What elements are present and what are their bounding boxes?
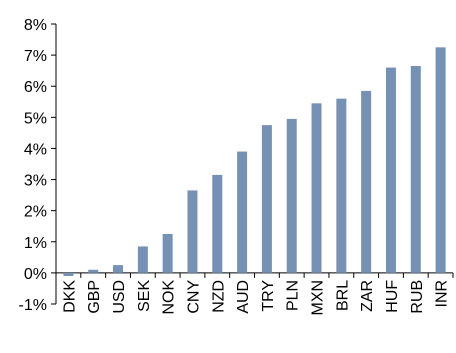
- y-tick-label: 5%: [24, 110, 47, 127]
- bar: [113, 265, 124, 273]
- y-tick-label: 8%: [24, 17, 47, 34]
- bar: [162, 234, 173, 273]
- bar: [286, 118, 297, 273]
- x-tick-label: INR: [434, 280, 451, 308]
- bar: [63, 272, 74, 276]
- y-tick-label: 3%: [24, 173, 47, 190]
- bar: [187, 190, 198, 273]
- bar: [435, 47, 446, 273]
- x-tick-label: ZAR: [359, 280, 376, 312]
- bar: [237, 151, 248, 273]
- y-tick-label: 4%: [24, 141, 47, 158]
- bar: [336, 98, 347, 273]
- bar: [361, 90, 372, 273]
- plot-area: -1% 0% 1% 2% 3% 4% 5% 6% 7% 8% DKK GBP USD SEK NOK CNY N…: [19, 17, 454, 316]
- x-tick-label: AUD: [235, 280, 252, 314]
- x-tick-label: GBP: [86, 280, 103, 314]
- y-tick-label: 2%: [24, 204, 47, 221]
- y-tick-label: 0%: [24, 266, 47, 283]
- bar: [261, 125, 272, 273]
- x-tick-label: TRY: [260, 280, 277, 312]
- x-tick-label: RUB: [409, 280, 426, 314]
- y-tick-label: 6%: [24, 79, 47, 96]
- x-tick-label: PLN: [285, 280, 302, 311]
- x-tick-label: NOK: [161, 280, 178, 315]
- x-tick-label: HUF: [384, 280, 401, 313]
- x-tick-label: NZD: [210, 280, 227, 313]
- x-tick-label: BRL: [334, 280, 351, 311]
- x-tick-label: USD: [111, 280, 128, 314]
- bar: [212, 174, 223, 273]
- x-tick-label: CNY: [185, 280, 202, 314]
- bar: [88, 269, 99, 273]
- bar: [311, 103, 322, 273]
- x-tick-label: MXN: [310, 280, 327, 316]
- bar: [137, 246, 148, 273]
- x-tick-label: DKK: [61, 280, 78, 313]
- y-tick-label: -1%: [19, 297, 47, 314]
- bar: [385, 67, 396, 273]
- y-tick-label: 1%: [24, 235, 47, 252]
- x-tick-label: SEK: [136, 280, 153, 312]
- bar: [410, 66, 421, 273]
- y-tick-label: 7%: [24, 48, 47, 65]
